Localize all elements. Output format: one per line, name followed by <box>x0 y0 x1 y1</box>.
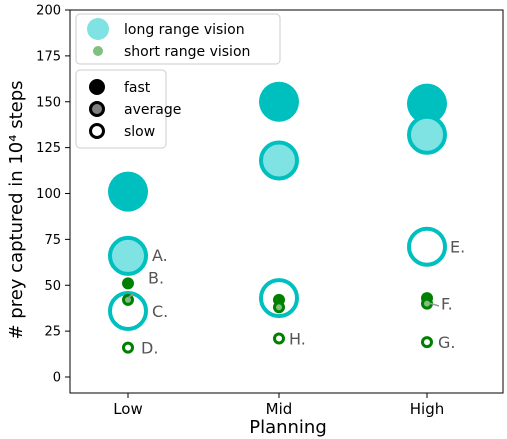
legend-marker-short <box>93 46 103 56</box>
annotation-label: E. <box>450 238 465 257</box>
point-short-fast <box>122 277 134 290</box>
annotation-label: G. <box>438 333 455 352</box>
y-axis-label: # prey captured in 10⁴ steps <box>6 80 27 339</box>
annotation-label: D. <box>141 339 158 358</box>
legend-marker-average <box>89 101 105 117</box>
annotation-label: C. <box>152 302 168 321</box>
point-long-slow <box>407 226 447 267</box>
y-tick-label: 150 <box>36 95 61 110</box>
point-short-average <box>273 301 285 314</box>
y-tick-label: 75 <box>44 233 61 248</box>
point-long-average <box>407 114 447 155</box>
y-tick-label: 25 <box>44 325 61 340</box>
annotation-leader <box>127 293 134 299</box>
x-axis-label: Planning <box>249 417 327 438</box>
annotations-layer: A. B. C. D. E. F. G. H. <box>127 238 465 358</box>
point-long-average <box>108 235 148 276</box>
points-layer <box>108 81 447 354</box>
point-long-fast <box>407 83 447 124</box>
annotation-leader <box>428 302 440 307</box>
point-short-average <box>122 293 134 306</box>
legend-layer: long range vision short range vision fast a… <box>75 13 281 149</box>
legend-label: long range vision <box>124 22 245 38</box>
axes-layer: 0 25 50 75 100 125 150 175 200 Low Mid High <box>36 4 504 418</box>
y-tick-label: 50 <box>44 279 61 294</box>
y-tick-label: 175 <box>36 49 61 64</box>
y-tick-label: 100 <box>36 187 61 202</box>
plot-frame <box>69 9 504 394</box>
x-tick-label: High <box>410 400 444 418</box>
legend-label: average <box>124 102 181 118</box>
annotation-label: F. <box>441 295 453 314</box>
legend-label: slow <box>124 124 155 140</box>
legend-label: fast <box>124 80 151 96</box>
y-tick-label: 125 <box>36 141 61 156</box>
legend-label: short range vision <box>124 44 250 60</box>
y-tick-label: 200 <box>36 4 61 19</box>
x-tick-label: Mid <box>266 400 293 418</box>
point-short-slow <box>421 336 433 349</box>
point-long-average <box>259 140 299 181</box>
legend-marker-long <box>87 18 109 40</box>
point-short-slow <box>122 341 134 354</box>
point-long-fast <box>259 81 299 122</box>
legend-vision-box <box>75 13 281 65</box>
point-long-slow <box>108 290 148 331</box>
legend-marker-fast <box>89 79 105 95</box>
annotation-label: B. <box>148 268 164 287</box>
legend-marker-slow <box>89 123 105 139</box>
y-tick-label: 0 <box>53 371 61 386</box>
x-tick-label: Low <box>113 400 143 418</box>
annotation-label: A. <box>152 246 168 265</box>
point-long-fast <box>108 171 148 212</box>
point-short-slow <box>273 332 285 345</box>
annotation-label: H. <box>289 329 306 348</box>
